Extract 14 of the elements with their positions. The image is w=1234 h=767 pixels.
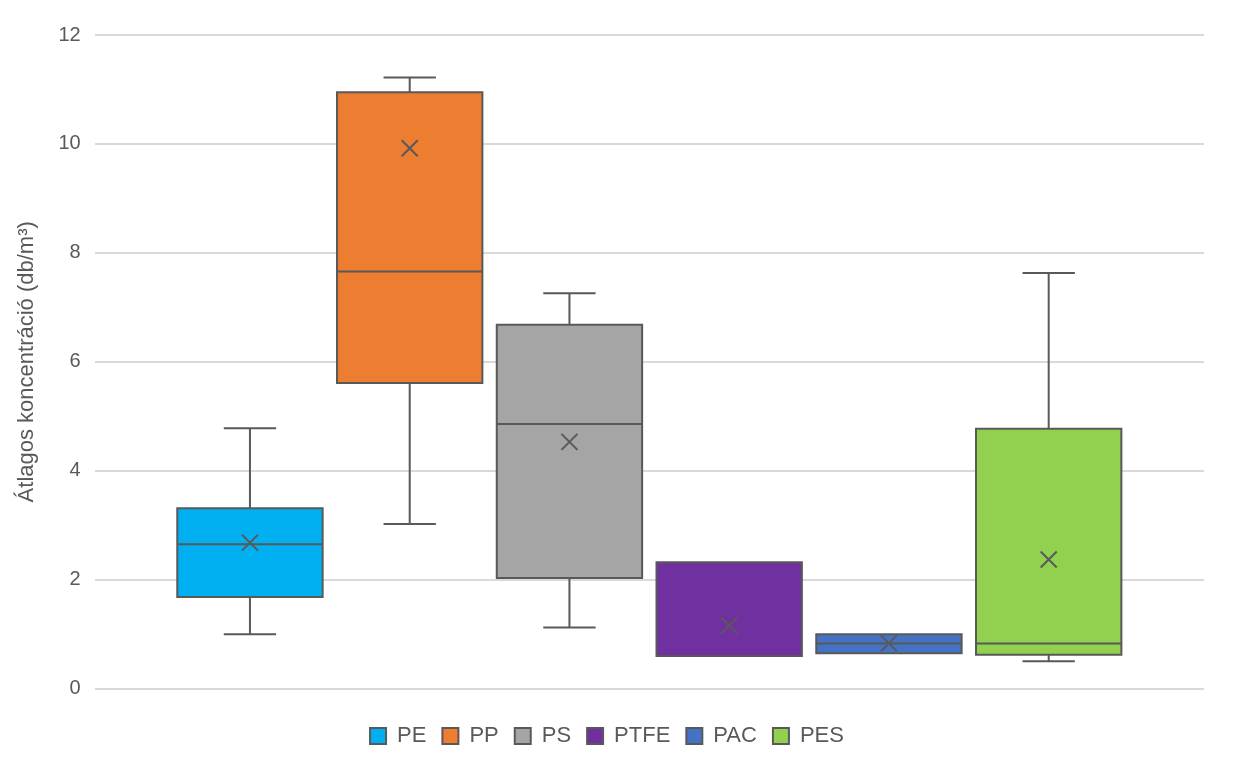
y-tick-label: 12 <box>58 22 81 45</box>
legend-label: PP <box>469 722 499 748</box>
y-tick-label: 6 <box>69 349 81 372</box>
y-tick-label: 10 <box>58 131 81 154</box>
y-tick-label: 4 <box>69 458 81 481</box>
y-tick-label: 2 <box>69 567 81 590</box>
legend-label: PTFE <box>614 722 671 748</box>
y-tick-label: 8 <box>69 240 81 263</box>
legend-label: PS <box>541 722 572 748</box>
legend-label: PAC <box>713 722 758 748</box>
legend-label: PE <box>397 722 427 748</box>
y-axis-title: Átlagos koncentráció (db/m³) <box>13 221 39 503</box>
y-tick-label: 0 <box>69 676 81 699</box>
legend-label: PES <box>799 722 844 748</box>
